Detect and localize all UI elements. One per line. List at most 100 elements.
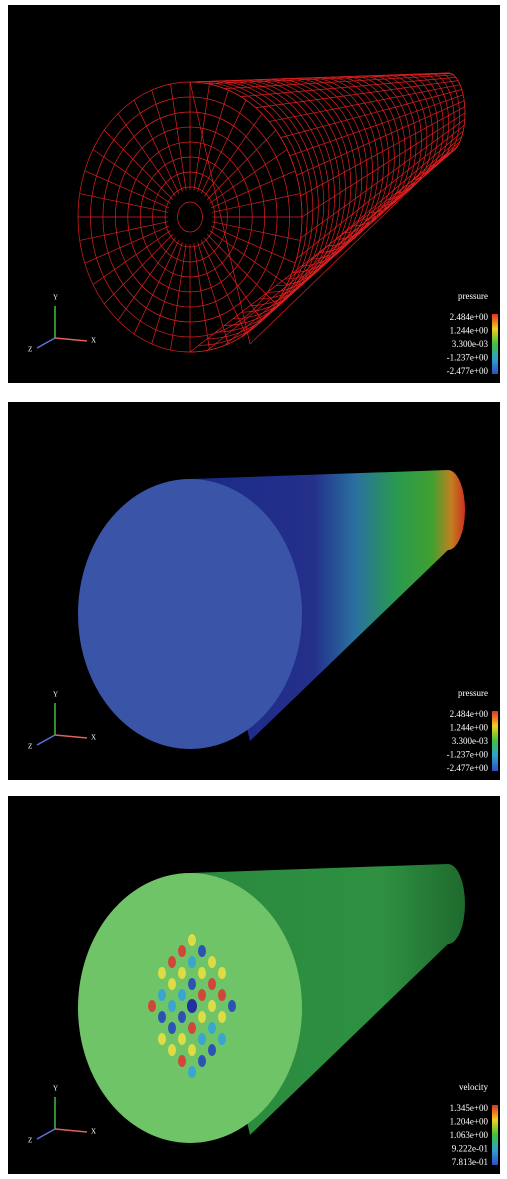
axis-label: X — [91, 1128, 96, 1136]
axis-label: Z — [28, 743, 32, 751]
ring — [362, 76, 411, 219]
pattern-blob — [208, 1022, 216, 1034]
pattern-blob — [218, 1011, 226, 1023]
pattern-blob — [198, 945, 206, 957]
pattern-blob — [158, 1033, 166, 1045]
pattern-blob — [198, 1055, 206, 1067]
axis-z — [37, 338, 55, 348]
legend-label: 7.813e-01 — [452, 1157, 488, 1167]
pattern-blob — [208, 1000, 216, 1012]
wireframe — [78, 73, 465, 352]
face-spoke — [152, 242, 183, 343]
pattern-blob — [188, 1044, 196, 1056]
pattern-blob — [218, 1033, 226, 1045]
axis-label: Y — [53, 1085, 58, 1093]
legend-label: 2.484e+00 — [450, 312, 489, 322]
legend-label: 2.484e+00 — [450, 709, 489, 719]
legend-label: 3.300e-03 — [452, 736, 489, 746]
pattern-blob — [178, 967, 186, 979]
axial-line — [281, 137, 462, 297]
colorbar — [492, 711, 498, 771]
legend-title: pressure — [458, 291, 488, 301]
axis-z — [37, 735, 55, 745]
pattern-blob — [208, 1044, 216, 1056]
pattern-blob — [188, 956, 196, 968]
legend-label: -1.237e+00 — [447, 750, 489, 760]
legend-title: velocity — [459, 1082, 488, 1092]
legend-label: -2.477e+00 — [447, 763, 489, 773]
face-spoke — [85, 226, 169, 263]
pattern-blob — [158, 967, 166, 979]
axial-line — [297, 125, 465, 258]
legend-label: 1.244e+00 — [450, 723, 489, 733]
pattern-blob — [168, 1022, 176, 1034]
axis-x — [55, 735, 87, 738]
axial-line — [290, 131, 463, 278]
pattern-blob — [168, 1000, 176, 1012]
pattern-blob — [168, 1044, 176, 1056]
pattern-blob — [198, 967, 206, 979]
pattern-blob — [178, 1055, 186, 1067]
axis-label: Y — [53, 294, 58, 302]
pattern-blob — [198, 1033, 206, 1045]
pattern-blob — [168, 978, 176, 990]
axis-label: Z — [28, 1137, 32, 1145]
axis-label: Z — [28, 346, 32, 354]
cylinder-face — [78, 479, 302, 749]
axis-z — [37, 1129, 55, 1139]
legend-label: 1.063e+00 — [450, 1130, 489, 1140]
legend-label: 1.244e+00 — [450, 326, 489, 336]
axis-x — [55, 338, 87, 341]
axis-label: Y — [53, 691, 58, 699]
colorbar — [492, 314, 498, 374]
pattern-blob — [188, 1022, 196, 1034]
axis-label: X — [91, 337, 96, 345]
axis-label: X — [91, 734, 96, 742]
pattern-blob — [178, 989, 186, 1001]
legend-label: -2.477e+00 — [447, 366, 489, 376]
axial-line — [241, 149, 456, 338]
axis-x — [55, 1129, 87, 1132]
legend-label: 3.300e-03 — [452, 339, 489, 349]
render: YXZvelocity1.345e+001.204e+001.063e+009.… — [8, 796, 500, 1174]
legend-label: 1.345e+00 — [450, 1103, 489, 1113]
ring — [233, 81, 329, 319]
face-spoke — [211, 226, 295, 263]
pattern-blob — [188, 978, 196, 990]
pattern-core — [187, 999, 197, 1013]
render-panel: YXZvelocity1.345e+001.204e+001.063e+009.… — [8, 796, 500, 1174]
pattern-blob — [148, 1000, 156, 1012]
pattern-blob — [188, 934, 196, 946]
colorbar — [492, 1105, 498, 1165]
pattern-blob — [208, 978, 216, 990]
pattern-blob — [158, 989, 166, 1001]
pattern-blob — [198, 989, 206, 1001]
page: Y X Zpressure 2.484e+00 1.244e+00 3.300e-03 -1… — [0, 0, 507, 1175]
pattern-blob — [218, 989, 226, 1001]
ring — [224, 81, 323, 326]
face-ring — [165, 187, 215, 247]
pattern-blob — [218, 967, 226, 979]
axial-line — [208, 153, 451, 351]
face-spoke — [198, 90, 229, 191]
pattern-blob — [198, 1011, 206, 1023]
legend-label: -1.237e+00 — [447, 353, 489, 363]
pattern-blob — [168, 956, 176, 968]
legend-label: 1.204e+00 — [450, 1117, 489, 1127]
ring — [250, 80, 340, 306]
pattern-blob — [188, 1066, 196, 1078]
pattern-blob — [178, 1011, 186, 1023]
ring — [379, 75, 421, 206]
axial-line — [302, 113, 465, 217]
pattern-blob — [208, 956, 216, 968]
face-spoke — [152, 90, 183, 191]
pattern-blob — [228, 1000, 236, 1012]
face-spoke — [198, 242, 229, 343]
axial-line — [269, 85, 460, 122]
legend-title: pressure — [458, 688, 488, 698]
pattern-blob — [178, 945, 186, 957]
face-spoke — [85, 171, 169, 208]
face-ring — [178, 202, 203, 232]
